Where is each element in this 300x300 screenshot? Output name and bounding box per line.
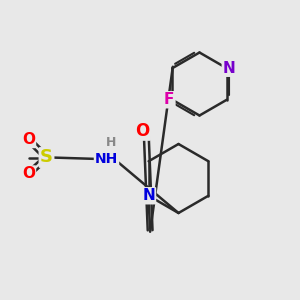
Text: NH: NH	[95, 152, 118, 166]
Text: N: N	[142, 188, 155, 203]
Text: O: O	[22, 132, 35, 147]
Text: H: H	[106, 136, 116, 149]
Text: O: O	[135, 122, 150, 140]
Text: F: F	[164, 92, 174, 107]
Text: O: O	[22, 167, 35, 182]
Text: N: N	[223, 61, 236, 76]
Text: S: S	[40, 148, 53, 166]
